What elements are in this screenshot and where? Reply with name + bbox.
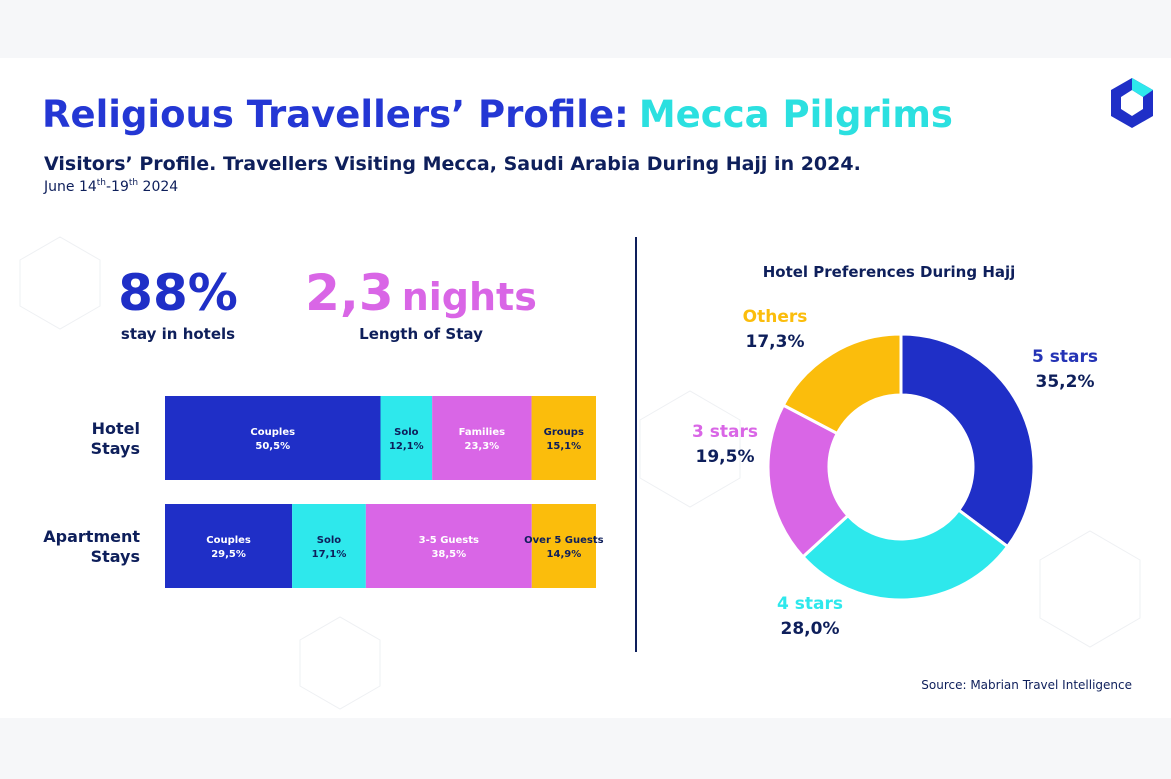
pie-slice: [800, 507, 1010, 602]
title-main: Religious Travellers’ Profile:: [42, 93, 629, 136]
bar-segment: [165, 504, 293, 588]
subtitle: Visitors’ Profile. Travellers Visiting M…: [44, 153, 861, 175]
stat-value: 2,3 nights: [305, 264, 537, 322]
bottom-band: [0, 718, 1171, 779]
slice-value: 19,5%: [696, 447, 755, 467]
source: Source: Mabrian Travel Intelligence: [921, 678, 1132, 692]
bar-segment: [292, 504, 366, 588]
segment-value: 50,5%: [255, 441, 290, 452]
stat-number: 2,3: [305, 264, 394, 322]
bar-segment: [365, 504, 532, 588]
date: June 14th-19th 2024: [43, 178, 178, 195]
top-band: [0, 0, 1171, 58]
title: Religious Travellers’ Profile: Mecca Pilg…: [42, 93, 953, 136]
bar-segment: [380, 396, 433, 480]
slice-label: 5 stars: [1032, 347, 1098, 367]
pie-slice: [899, 332, 1036, 549]
stat-label: Length of Stay: [359, 325, 483, 343]
date-part: 2024: [138, 179, 178, 195]
slice-label: 4 stars: [777, 594, 843, 614]
background-pattern: [19, 236, 1141, 710]
segment-value: 14,9%: [547, 549, 582, 560]
chart-title: Hotel Preferences During Hajj: [763, 263, 1016, 281]
segment-label: 3-5 Guests: [419, 535, 479, 546]
segment-label: Over 5 Guests: [524, 535, 603, 546]
segment-label: Solo: [317, 535, 342, 546]
segment-value: 15,1%: [546, 441, 581, 452]
date-sup: th: [129, 178, 138, 188]
segment-label: Solo: [394, 427, 419, 438]
slice-value: 17,3%: [746, 332, 805, 352]
segment-label: Couples: [250, 427, 295, 438]
date-part: -19: [106, 179, 129, 195]
slice-value: 35,2%: [1036, 372, 1095, 392]
title-accent: Mecca Pilgrims: [639, 93, 953, 136]
segment-value: 23,3%: [464, 441, 499, 452]
segment-value: 29,5%: [211, 549, 246, 560]
pie-slice: [781, 332, 903, 436]
stat-label: stay in hotels: [121, 325, 235, 343]
segment-label: Couples: [206, 535, 251, 546]
category-label: Apartment Stays: [43, 527, 140, 566]
segment-value: 12,1%: [389, 441, 424, 452]
segment-label: Families: [459, 427, 505, 438]
segment-label: Groups: [544, 427, 584, 438]
slice-label: Others: [743, 307, 808, 327]
date-sup: th: [97, 178, 106, 188]
bar-segment: [531, 396, 596, 480]
bar-segment: [531, 504, 596, 588]
bar-segment: [432, 396, 532, 480]
stat-value: 88%: [118, 264, 238, 322]
date-part: June 14: [43, 179, 97, 195]
category-label: Hotel Stays: [91, 419, 140, 458]
segment-value: 17,1%: [312, 549, 347, 560]
slice-label: 3 stars: [692, 422, 758, 442]
stat-unit: nights: [402, 275, 537, 319]
bar-segment: [165, 396, 381, 480]
segment-value: 38,5%: [431, 549, 466, 560]
slice-value: 28,0%: [781, 619, 840, 639]
logo: [1111, 78, 1153, 128]
